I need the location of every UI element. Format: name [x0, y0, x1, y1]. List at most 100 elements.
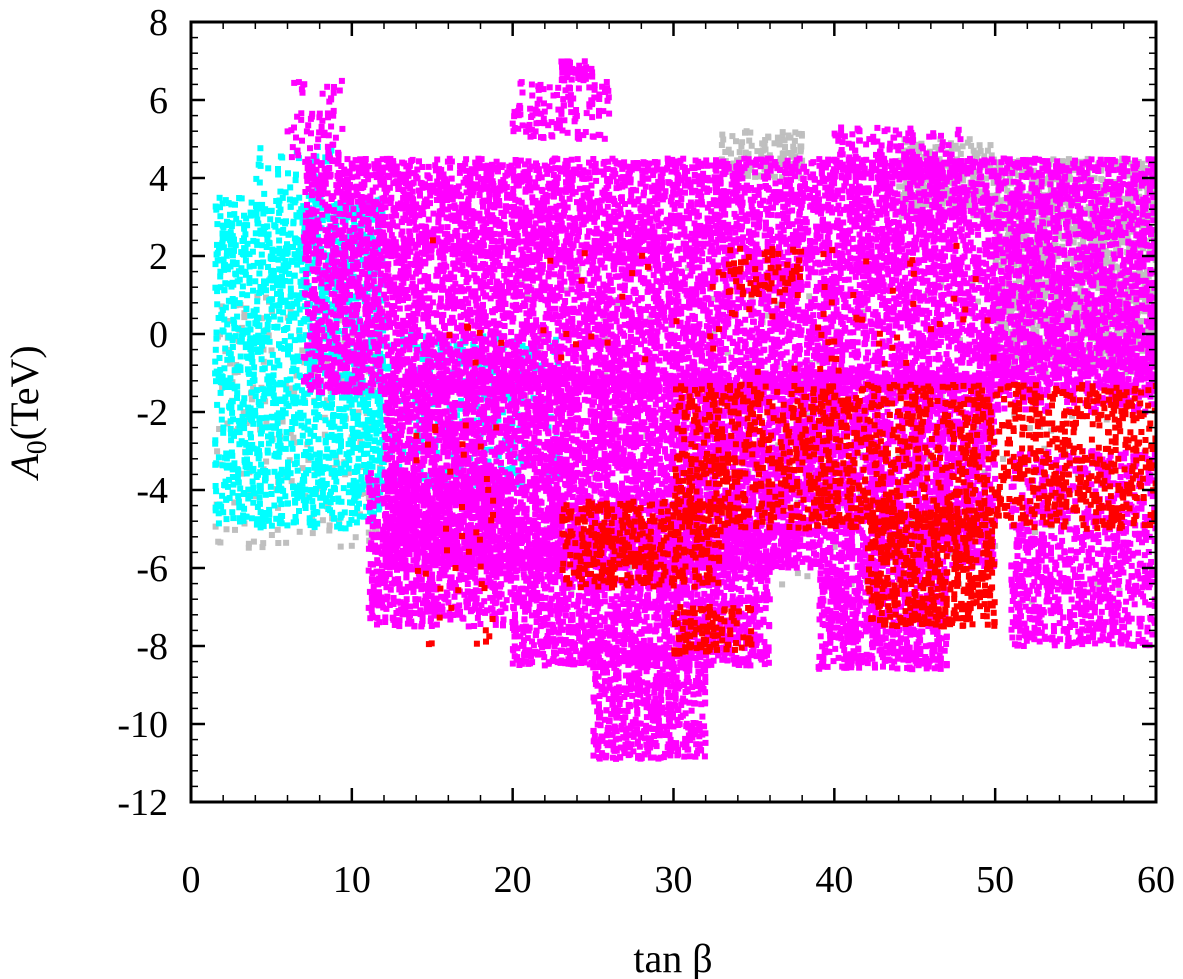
data-point [243, 215, 250, 222]
data-point [896, 183, 903, 190]
data-point [276, 520, 283, 527]
data-point [788, 151, 795, 158]
data-point [258, 415, 265, 422]
data-point [831, 543, 838, 550]
data-point [268, 522, 275, 529]
data-point [259, 227, 266, 234]
data-point [964, 139, 971, 146]
data-point [1151, 327, 1156, 334]
data-point [261, 190, 268, 197]
data-point [302, 505, 309, 511]
data-point [1077, 287, 1084, 294]
data-point [1059, 319, 1066, 326]
data-point [1124, 274, 1131, 281]
data-point [346, 482, 353, 489]
data-point [268, 532, 275, 538]
data-point [275, 171, 282, 178]
data-point [250, 384, 257, 391]
data-point [1042, 179, 1049, 186]
data-point [220, 244, 227, 251]
data-point [227, 211, 233, 218]
data-point [778, 157, 784, 164]
data-point [357, 446, 364, 453]
data-point [994, 305, 1001, 312]
data-point [275, 256, 282, 263]
data-point [1041, 445, 1048, 452]
data-point [1050, 156, 1057, 163]
data-point [282, 258, 289, 264]
data-point [311, 464, 318, 471]
data-point [276, 437, 283, 444]
data-point [249, 358, 256, 365]
data-point [214, 288, 221, 295]
data-point [1042, 279, 1049, 286]
data-point [348, 542, 355, 549]
data-point [279, 154, 286, 161]
data-point [216, 426, 223, 432]
data-point [364, 450, 371, 457]
data-point [249, 442, 256, 448]
data-point [1008, 310, 1015, 317]
data-point [271, 364, 278, 371]
data-point [1120, 236, 1127, 243]
data-point [328, 488, 334, 495]
data-point [299, 432, 306, 439]
data-point [352, 481, 359, 488]
data-point [213, 488, 220, 495]
data-point [262, 475, 269, 482]
data-point [368, 344, 375, 351]
data-point [354, 505, 361, 512]
data-point [268, 431, 275, 438]
data-point [241, 314, 248, 321]
data-point [355, 325, 362, 332]
data-points-layer [212, 58, 1156, 762]
data-point [285, 351, 291, 358]
data-point [352, 510, 358, 517]
data-point [1019, 169, 1026, 175]
data-point [1030, 167, 1037, 174]
data-point [794, 570, 801, 577]
data-point [235, 498, 242, 505]
data-point [782, 144, 788, 150]
data-point [329, 496, 336, 502]
data-point [1079, 320, 1086, 327]
data-point [258, 337, 265, 344]
data-point [305, 467, 312, 474]
data-point [292, 420, 299, 427]
data-point [222, 378, 228, 385]
data-point [270, 313, 277, 320]
data-point [1141, 274, 1148, 280]
data-point [319, 517, 326, 524]
data-point [903, 180, 910, 187]
data-point [961, 171, 968, 178]
data-point [972, 169, 979, 175]
data-point [245, 486, 252, 493]
data-point [335, 498, 342, 505]
data-point [259, 544, 266, 551]
data-point [296, 372, 303, 379]
data-point [285, 500, 291, 507]
data-point [287, 343, 293, 350]
data-point [791, 147, 798, 153]
data-point [1070, 276, 1077, 283]
data-point [791, 137, 798, 144]
data-point [1032, 529, 1038, 535]
data-point [299, 347, 306, 354]
data-point [250, 412, 257, 419]
data-point [1011, 411, 1018, 418]
data-point [1099, 308, 1106, 314]
data-point [218, 303, 225, 310]
data-point [237, 353, 244, 360]
data-point [1020, 233, 1027, 240]
data-point [738, 143, 745, 150]
data-point [365, 463, 372, 470]
data-point [343, 404, 350, 411]
data-point [240, 409, 247, 416]
data-point [722, 149, 729, 155]
data-point [301, 390, 308, 397]
data-point [280, 309, 287, 316]
data-point [764, 162, 771, 169]
data-point [212, 483, 219, 489]
data-point [1138, 160, 1145, 167]
data-point [212, 203, 219, 210]
